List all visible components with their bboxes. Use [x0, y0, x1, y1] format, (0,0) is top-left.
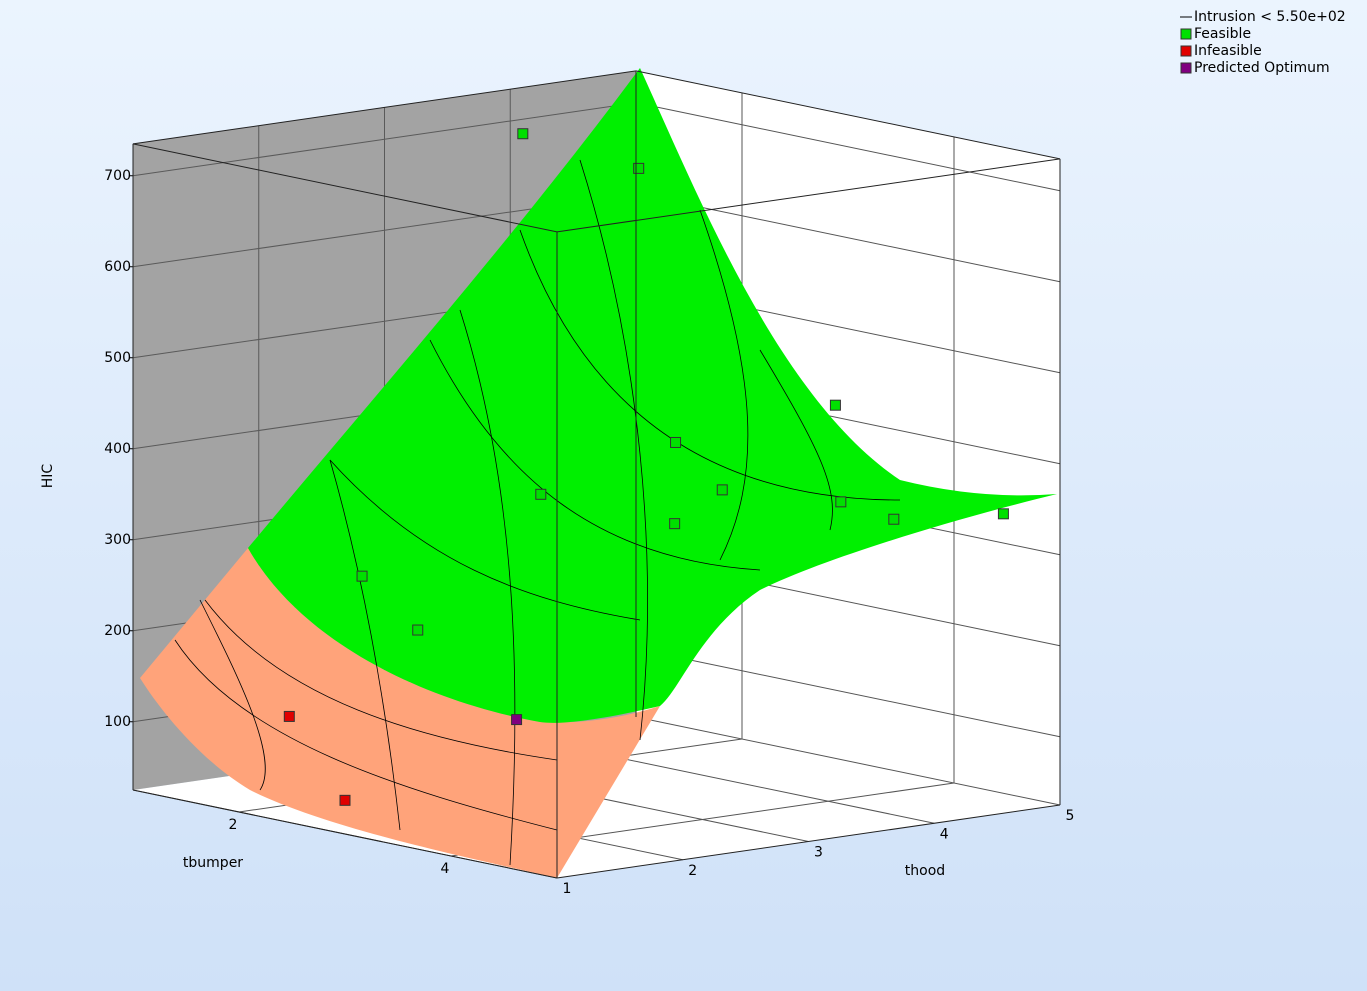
grid-line: [635, 102, 1061, 192]
legend: Intrusion < 5.50e+02 FeasibleInfeasibleP…: [1180, 9, 1346, 76]
box-edge: [132, 70, 637, 145]
z-tick-label: 400: [104, 441, 131, 457]
mesh-line: [329, 459, 641, 621]
data-point: [835, 496, 847, 508]
box-edges: [132, 70, 1061, 879]
x-tick-label: 4: [441, 861, 450, 877]
mesh-line: [329, 459, 401, 831]
surface-mesh: [174, 159, 901, 866]
y-tick-label: 2: [688, 863, 697, 879]
mesh-line: [759, 349, 833, 531]
x-tick-label: 2: [229, 817, 238, 833]
data-point: [633, 162, 645, 174]
x-axis-label: tbumper: [183, 855, 243, 871]
y-tick-label: 1: [563, 881, 572, 897]
legend-swatch: [1180, 45, 1192, 57]
feasible-surface: [248, 68, 1057, 723]
data-point: [339, 794, 351, 806]
box-edge: [132, 789, 558, 879]
data-point: [997, 508, 1009, 520]
legend-label: Intrusion < 5.50e+02: [1194, 9, 1346, 25]
mesh-line: [204, 599, 558, 761]
data-point: [356, 570, 368, 582]
box-edge: [556, 158, 1061, 233]
grid-line: [635, 716, 1061, 806]
z-tick-label: 500: [104, 350, 131, 366]
data-point: [511, 714, 523, 726]
data-point: [412, 624, 424, 636]
grid-line: [635, 193, 1061, 283]
mesh-line: [429, 339, 761, 571]
box-edge: [556, 804, 1061, 879]
legend-label: Feasible: [1194, 26, 1251, 42]
z-tick-label: 700: [104, 168, 131, 184]
mesh-line: [519, 229, 901, 501]
data-point: [829, 399, 841, 411]
z-tick-label: 300: [104, 532, 131, 548]
grid-line: [635, 648, 1061, 738]
box-edge: [635, 70, 1061, 160]
infeasible-surface: [140, 548, 660, 878]
data-point: [517, 128, 529, 140]
data-point: [670, 436, 682, 448]
z-axis-label: HIC: [40, 464, 56, 489]
legend-swatch: [1180, 62, 1192, 74]
y-axis-label: thood: [905, 863, 945, 879]
data-point: [716, 484, 728, 496]
legend-label: Infeasible: [1194, 43, 1262, 59]
z-tick-label: 100: [104, 714, 131, 730]
z-tick-label: 200: [104, 623, 131, 639]
labels: HIC tbumper thood 100 200 300 400 500 600 700 2…: [40, 168, 1074, 897]
mesh-line: [174, 639, 558, 831]
y-tick-label: 5: [1066, 808, 1075, 824]
mesh-line: [459, 309, 516, 866]
points: [283, 128, 1009, 806]
legend-swatch: [1180, 28, 1192, 40]
y-tick-label: 3: [814, 845, 823, 861]
mesh-line: [699, 209, 749, 561]
mesh-line: [199, 599, 266, 791]
data-point: [888, 513, 900, 525]
mesh-line: [579, 159, 648, 741]
data-point: [283, 710, 295, 722]
data-point: [669, 518, 681, 530]
box-edge: [132, 143, 558, 233]
y-tick-label: 4: [940, 826, 949, 842]
response-surface: [140, 68, 1057, 878]
z-tick-label: 600: [104, 259, 131, 275]
legend-label: Predicted Optimum: [1194, 60, 1330, 76]
data-point: [535, 488, 547, 500]
